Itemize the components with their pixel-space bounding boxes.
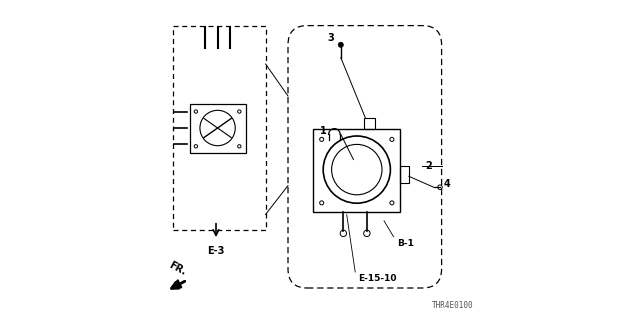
Text: FR.: FR. [167,260,188,277]
Circle shape [338,42,343,47]
Text: THR4E0100: THR4E0100 [432,301,474,310]
Text: 4: 4 [443,179,450,189]
Text: E-3: E-3 [207,246,225,256]
Text: 2: 2 [426,161,433,172]
Text: B-1: B-1 [397,239,413,248]
Text: E-15-10: E-15-10 [358,274,397,283]
Text: 1: 1 [319,126,326,136]
Text: 3: 3 [328,33,334,44]
